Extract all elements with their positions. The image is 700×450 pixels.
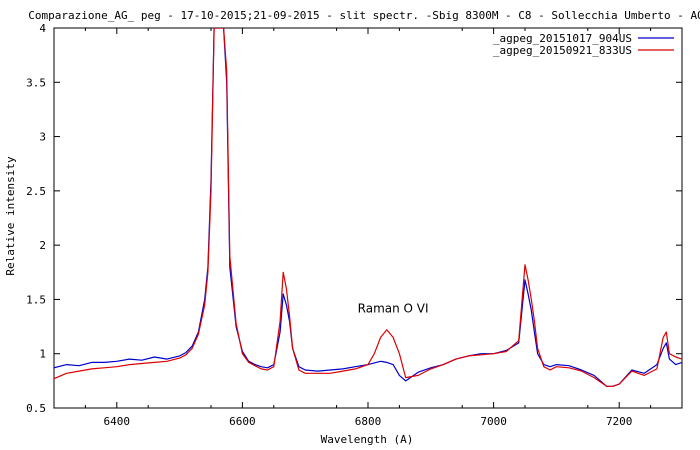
legend-label: _agpeg_20151017_904US <box>493 32 632 45</box>
series-line-1 <box>54 28 682 387</box>
y-tick-label: 1.5 <box>26 293 46 306</box>
x-tick-label: 6800 <box>355 415 382 428</box>
series-line-2 <box>54 28 682 387</box>
chart-title: Comparazione_AG_ peg - 17-10-2015;21-09-… <box>28 9 700 22</box>
y-tick-label: 2.5 <box>26 185 46 198</box>
legend-label: _agpeg_20150921_833US <box>493 44 632 57</box>
x-tick-label: 7000 <box>480 415 507 428</box>
y-tick-label: 1 <box>39 348 46 361</box>
plot-border <box>53 27 683 409</box>
y-tick-label: 4 <box>39 22 46 35</box>
y-tick-label: 0.5 <box>26 402 46 415</box>
annotation-raman-label: Raman O VI <box>358 301 429 315</box>
y-axis-label: Relative intensity <box>4 156 17 276</box>
x-tick-label: 7200 <box>606 415 633 428</box>
x-tick-label: 6600 <box>229 415 256 428</box>
x-tick-label: 6400 <box>104 415 131 428</box>
y-tick-label: 3 <box>39 131 46 144</box>
plot-area: 6400 6600 6800 7000 7200 0.5 1 1.5 2 2.5 3 3.5 4 _agp… <box>26 22 683 428</box>
y-tick-label: 2 <box>39 239 46 252</box>
y-tick-label: 3.5 <box>26 76 46 89</box>
x-axis-label: Wavelength (A) <box>321 433 414 446</box>
